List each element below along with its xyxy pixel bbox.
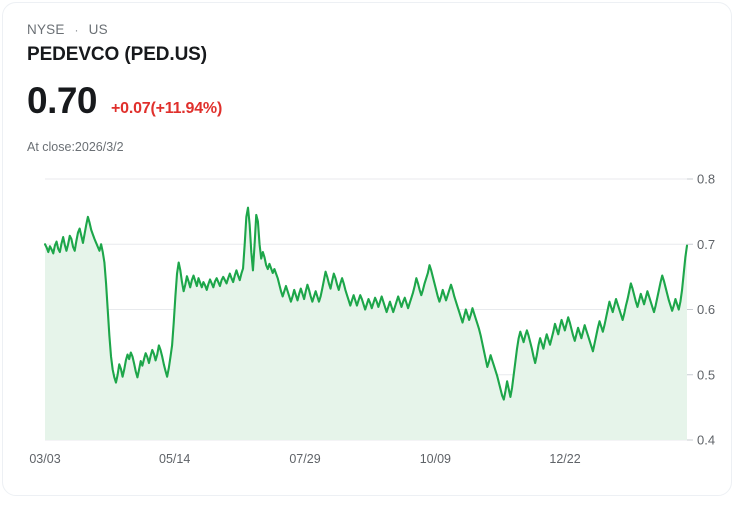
y-tick-label: 0.8 [697,172,715,187]
separator-dot: · [74,23,79,38]
x-tick-label: 07/29 [289,452,320,466]
y-tick-label: 0.4 [697,433,715,448]
chart-area-fill [45,207,687,440]
y-tick-label: 0.6 [697,302,715,317]
current-price: 0.70 [27,80,98,121]
price-chart-svg[interactable]: 0.8 0.7 0.6 0.5 0.4 03/03 05/14 07/29 10/09 12/2… [3,163,732,483]
exchange-row: NYSE · US [27,21,667,39]
price-chart[interactable]: 0.8 0.7 0.6 0.5 0.4 03/03 05/14 07/29 10/09 12/2… [3,163,732,483]
company-name: PEDEVCO (PED.US) [27,44,207,66]
region-label: US [88,22,108,37]
chart-x-axis-labels: 03/03 05/14 07/29 10/09 12/22 [29,452,580,466]
x-tick-label: 10/09 [420,452,451,466]
price-change: +0.07(+11.94%) [111,100,223,117]
price-row: 0.70 +0.07(+11.94%) [27,79,222,123]
chart-y-axis-labels: 0.8 0.7 0.6 0.5 0.4 [687,172,715,448]
x-tick-label: 05/14 [159,452,190,466]
close-timestamp: At close:2026/3/2 [27,140,124,154]
exchange-label: NYSE [27,22,65,37]
quote-header: NYSE · US PEDEVCO (PED.US) [27,21,667,67]
stock-quote-card: NYSE · US PEDEVCO (PED.US) 0.70 +0.07(+1… [2,2,732,496]
x-tick-label: 12/22 [549,452,580,466]
y-tick-label: 0.7 [697,237,715,252]
x-tick-label: 03/03 [29,452,60,466]
chart-line [43,206,689,401]
y-tick-label: 0.5 [697,367,715,382]
